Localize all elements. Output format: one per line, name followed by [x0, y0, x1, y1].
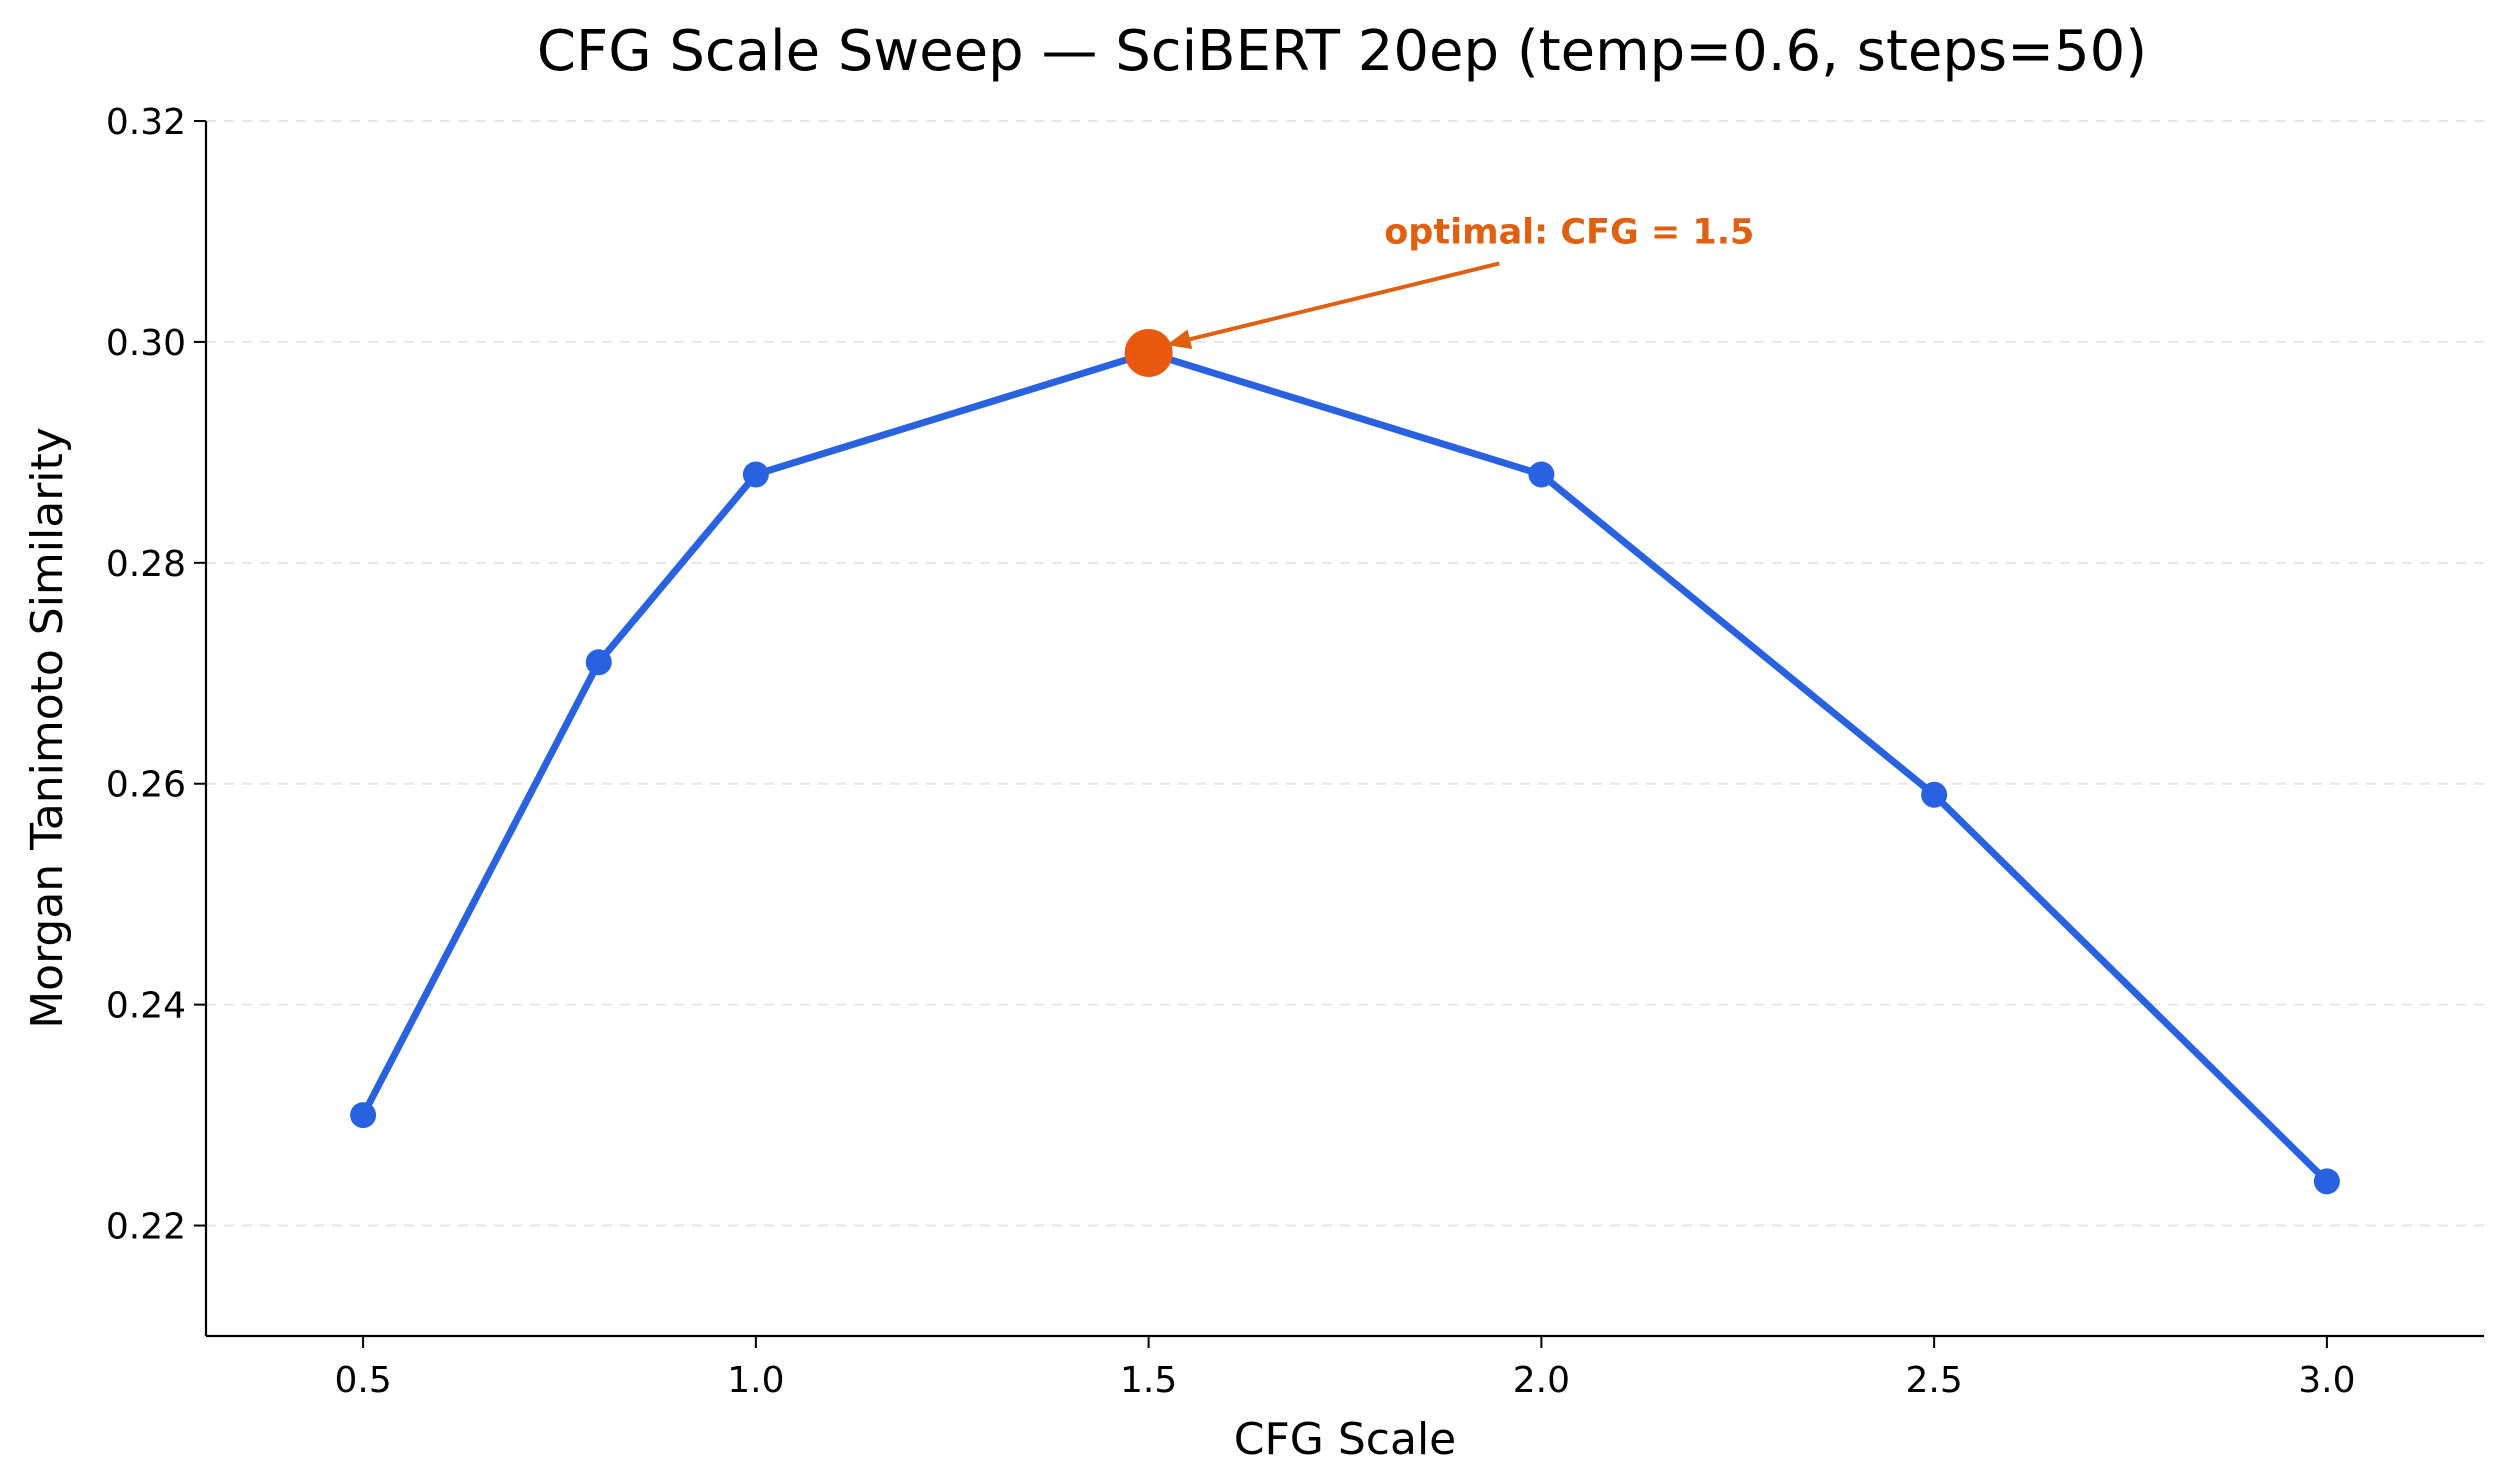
x-tick-label: 0.5 — [334, 1360, 391, 1401]
x-axis-label: CFG Scale — [1234, 1414, 1457, 1465]
x-tick-label: 1.5 — [1120, 1360, 1177, 1401]
x-ticks: 0.5 1.0 1.5 2.0 2.5 3.0 — [334, 1336, 2356, 1401]
y-tick-label: 0.26 — [106, 765, 186, 806]
data-point — [2313, 1168, 2340, 1195]
y-ticks: 0.22 0.24 0.26 0.28 0.30 0.32 — [106, 102, 206, 1248]
y-tick-label: 0.30 — [106, 323, 186, 364]
data-point — [742, 461, 769, 488]
y-tick-label: 0.28 — [106, 544, 186, 585]
x-tick-label: 3.0 — [2298, 1360, 2355, 1401]
chart-title: CFG Scale Sweep — SciBERT 20ep (temp=0.6… — [537, 19, 2147, 84]
series-path — [359, 349, 2331, 1185]
optimal-point-marker — [1124, 328, 1173, 377]
y-tick-label: 0.22 — [106, 1207, 186, 1248]
series-line — [359, 349, 2331, 1185]
data-point — [585, 649, 612, 676]
data-point — [1921, 781, 1948, 808]
x-tick-label: 2.0 — [1513, 1360, 1570, 1401]
y-axis-label: Morgan Tanimoto Similarity — [22, 427, 73, 1029]
gridlines — [206, 120, 2484, 1227]
y-tick-label: 0.32 — [106, 102, 186, 143]
x-tick-label: 2.5 — [1906, 1360, 1963, 1401]
data-point — [350, 1102, 377, 1129]
annotation-arrowhead — [1166, 329, 1193, 349]
data-point — [1528, 461, 1555, 488]
data-points — [350, 339, 2340, 1195]
y-tick-label: 0.24 — [106, 986, 186, 1027]
annotation-text: optimal: CFG = 1.5 — [1384, 212, 1754, 252]
x-tick-label: 1.0 — [727, 1360, 784, 1401]
annotation-arrow — [1166, 261, 1500, 347]
